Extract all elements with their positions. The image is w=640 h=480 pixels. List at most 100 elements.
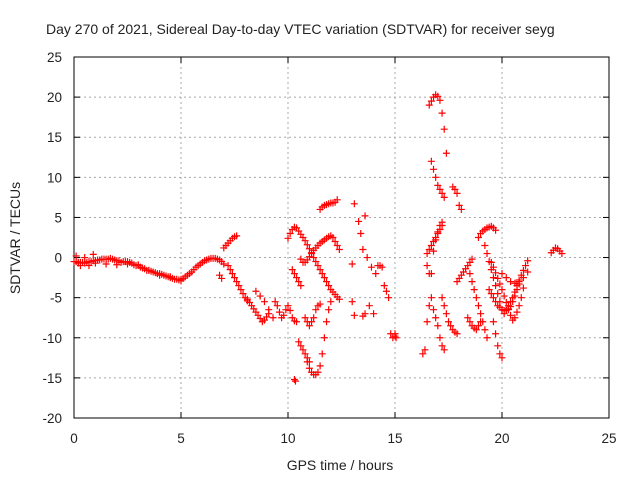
data-point [295, 338, 303, 346]
data-point [464, 314, 472, 322]
data-point [447, 322, 455, 330]
data-point [430, 165, 438, 173]
data-point [434, 92, 442, 100]
y-tick-label: 15 [47, 130, 62, 145]
data-point [318, 270, 326, 278]
data-point [310, 314, 318, 322]
data-point [434, 229, 442, 237]
data-point [316, 362, 324, 370]
data-point [483, 334, 491, 342]
data-point [361, 310, 369, 318]
data-point [325, 282, 333, 290]
data-point [291, 377, 299, 385]
data-point [498, 286, 506, 294]
data-point [365, 302, 373, 310]
data-point [305, 322, 313, 330]
data-point [363, 254, 371, 262]
y-tick-label: 25 [47, 50, 62, 65]
data-point [380, 282, 388, 290]
data-point [333, 242, 341, 250]
data-point [436, 96, 444, 104]
y-tick-label: -20 [42, 411, 62, 426]
data-point [432, 314, 440, 322]
x-tick-label: 0 [70, 431, 78, 446]
data-point [323, 318, 331, 326]
data-point [318, 350, 326, 358]
data-point [500, 292, 508, 300]
data-point [427, 157, 435, 165]
data-point [496, 350, 504, 358]
data-point [231, 274, 238, 282]
data-point [513, 286, 521, 294]
data-point [134, 261, 142, 269]
data-point [492, 269, 500, 277]
data-point [235, 282, 243, 290]
data-point [297, 342, 305, 350]
data-point [498, 270, 506, 278]
data-point [440, 125, 448, 133]
data-point [385, 294, 393, 302]
data-point [466, 270, 474, 278]
data-point [239, 290, 247, 298]
data-point [430, 306, 438, 314]
data-point [284, 234, 292, 242]
data-point [440, 193, 448, 201]
data-point [233, 278, 241, 286]
data-point [427, 294, 435, 302]
data-point [256, 292, 264, 300]
data-point [391, 330, 399, 338]
data-point [81, 254, 89, 262]
data-point [124, 260, 131, 268]
data-point [430, 238, 438, 246]
x-tick-label: 20 [494, 431, 509, 446]
data-point [423, 262, 431, 270]
y-tick-label: -15 [42, 371, 62, 386]
data-point [485, 286, 493, 294]
data-point [265, 306, 273, 314]
data-point [290, 270, 298, 278]
data-point [515, 278, 523, 286]
y-tick-label: 5 [54, 210, 62, 225]
data-point [355, 217, 363, 225]
data-point [519, 284, 527, 292]
data-point [419, 350, 427, 358]
data-point [85, 262, 93, 270]
y-axis-label: SDTVAR / TECUs [7, 182, 23, 294]
data-point [474, 322, 482, 330]
data-point [494, 342, 502, 350]
data-point [558, 250, 566, 258]
data-point [260, 298, 268, 306]
data-point [519, 274, 527, 282]
data-point [489, 318, 497, 326]
data-point [314, 368, 322, 376]
data-point [524, 257, 532, 265]
data-point [468, 278, 476, 286]
data-point [515, 302, 523, 310]
data-point [392, 334, 400, 342]
data-point [293, 318, 301, 326]
data-point [102, 260, 110, 268]
chart-title: Day 270 of 2021, Sidereal Day-to-day VTE… [46, 21, 555, 37]
data-point [474, 302, 482, 310]
data-point [472, 326, 480, 334]
data-point [226, 266, 234, 274]
data-point [312, 258, 320, 266]
x-axis-label: GPS time / hours [287, 457, 394, 473]
data-point [442, 310, 450, 318]
data-point [427, 97, 435, 105]
data-point [295, 278, 303, 286]
data-point [507, 311, 515, 319]
data-point [487, 290, 495, 298]
data-point [511, 292, 519, 300]
data-point [303, 241, 311, 249]
data-point [483, 250, 491, 258]
data-point [425, 101, 433, 109]
data-point [477, 310, 485, 318]
data-point [453, 189, 461, 197]
data-point [502, 274, 510, 282]
data-point [156, 271, 164, 279]
data-point [436, 225, 444, 233]
data-point [228, 270, 236, 278]
data-point [489, 274, 497, 282]
x-tick-label: 25 [601, 431, 616, 446]
